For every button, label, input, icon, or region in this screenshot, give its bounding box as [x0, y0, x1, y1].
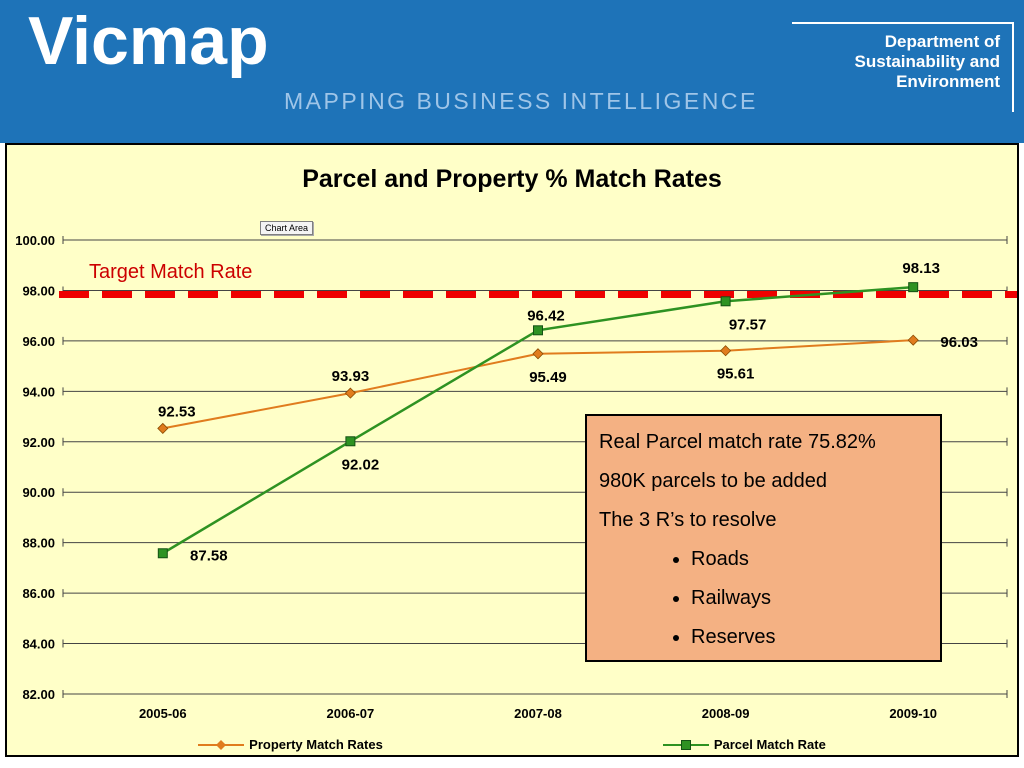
target-line-label: Target Match Rate — [89, 261, 253, 283]
svg-text:2009-10: 2009-10 — [889, 706, 937, 721]
svg-text:2008-09: 2008-09 — [702, 706, 750, 721]
svg-text:87.58: 87.58 — [190, 547, 228, 564]
annotation-bullet-list: Roads Railways Reserves — [599, 540, 928, 657]
legend-item-parcel[interactable]: Parcel Match Rate — [662, 737, 826, 752]
department-block: Department of Sustainability and Environ… — [792, 22, 1014, 113]
svg-text:84.00: 84.00 — [22, 637, 55, 652]
department-line-2: Sustainability and — [854, 52, 1000, 72]
svg-text:93.93: 93.93 — [332, 368, 370, 385]
parcel-series-marker-icon — [662, 739, 709, 750]
department-line-3: Environment — [896, 72, 1000, 92]
legend-item-property[interactable]: Property Match Rates — [198, 737, 383, 752]
chart-panel: 82.00 84.00 86.00 88.00 90.00 92.00 94.00 96.00… — [5, 143, 1019, 757]
brand-subtitle: MAPPING BUSINESS INTELLIGENCE — [284, 88, 758, 114]
vicmap-logo: Vicmap — [28, 3, 269, 79]
svg-text:97.57: 97.57 — [729, 316, 767, 333]
svg-text:2005-06: 2005-06 — [139, 706, 187, 721]
annotation-line-2: 980K parcels to be added — [599, 470, 827, 492]
annotation-box: Real Parcel match rate 75.82% 980K parce… — [585, 414, 942, 662]
annotation-line-1: Real Parcel match rate 75.82% — [599, 431, 876, 453]
property-series-marker-icon — [198, 739, 245, 750]
svg-text:98.13: 98.13 — [902, 260, 940, 277]
header-banner: Vicmap MAPPING BUSINESS INTELLIGENCE Dep… — [0, 0, 1024, 143]
svg-text:2007-08: 2007-08 — [514, 706, 562, 721]
svg-text:86.00: 86.00 — [22, 586, 55, 601]
svg-text:95.61: 95.61 — [717, 366, 755, 383]
svg-text:98.00: 98.00 — [22, 283, 55, 298]
chart-title: Parcel and Property % Match Rates — [302, 165, 722, 193]
legend-label-property: Property Match Rates — [249, 737, 383, 752]
svg-text:95.49: 95.49 — [529, 369, 567, 386]
svg-text:92.00: 92.00 — [22, 435, 55, 450]
department-line-1: Department of — [884, 32, 1000, 51]
svg-text:96.00: 96.00 — [22, 334, 55, 349]
svg-text:92.02: 92.02 — [342, 456, 380, 473]
svg-text:96.03: 96.03 — [940, 334, 978, 351]
chart-area-tooltip: Chart Area — [260, 221, 314, 235]
chart-legend: Property Match Rates Parcel Match Rate — [7, 737, 1017, 752]
svg-text:2006-07: 2006-07 — [327, 706, 375, 721]
svg-text:82.00: 82.00 — [22, 687, 55, 702]
line-chart[interactable]: 82.00 84.00 86.00 88.00 90.00 92.00 94.00 96.00… — [7, 145, 1017, 755]
svg-text:92.53: 92.53 — [158, 403, 196, 420]
svg-text:90.00: 90.00 — [22, 485, 55, 500]
svg-text:100.00: 100.00 — [15, 233, 55, 248]
svg-text:96.42: 96.42 — [527, 307, 565, 324]
bullet-item-reserves: Reserves — [691, 618, 928, 657]
svg-text:94.00: 94.00 — [22, 384, 55, 399]
annotation-line-3: The 3 R’s to resolve — [599, 509, 777, 531]
legend-label-parcel: Parcel Match Rate — [713, 737, 826, 752]
svg-text:88.00: 88.00 — [22, 536, 55, 551]
bullet-item-railways: Railways — [691, 579, 928, 618]
bullet-item-roads: Roads — [691, 540, 928, 579]
